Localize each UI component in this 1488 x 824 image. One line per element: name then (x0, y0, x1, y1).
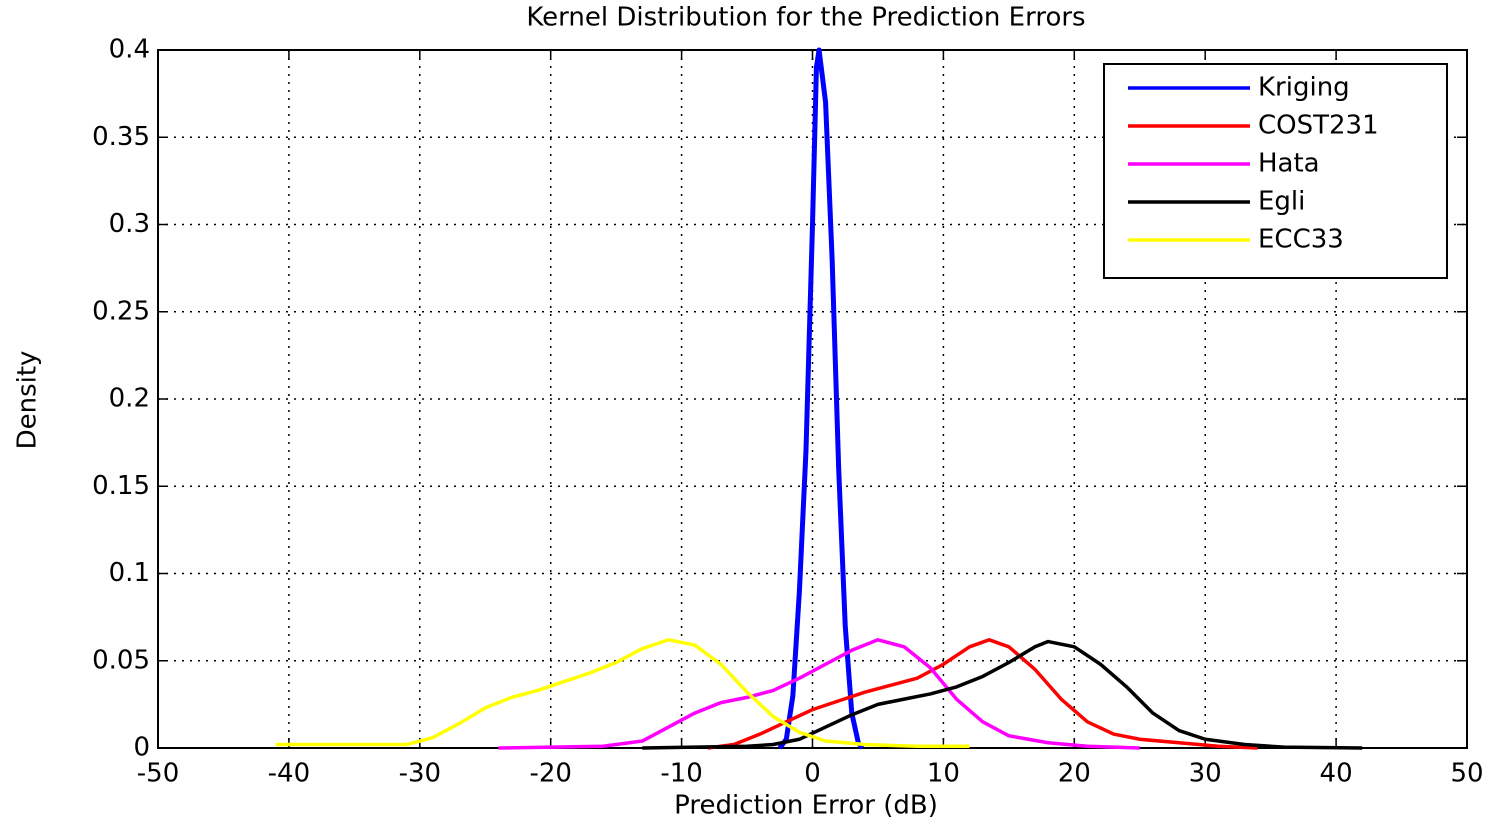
y-tick-label: 0.1 (109, 558, 150, 588)
y-tick-label: 0.35 (92, 122, 150, 152)
x-tick-label: -20 (529, 759, 571, 789)
x-tick-label: 20 (1058, 759, 1091, 789)
x-tick-label: 10 (927, 759, 960, 789)
data-line (275, 638, 970, 749)
x-tick-label: -10 (660, 759, 702, 789)
data-line (777, 47, 865, 750)
x-tick-label: 40 (1320, 759, 1353, 789)
x-tick-label: -40 (268, 759, 310, 789)
y-tick-label: 0.15 (92, 471, 150, 501)
x-tick-label: 30 (1189, 759, 1222, 789)
data-line (707, 638, 1258, 750)
y-tick-label: 0 (133, 733, 150, 763)
y-tick-label: 0.25 (92, 296, 150, 326)
x-tick-label: 0 (804, 759, 821, 789)
y-axis-label: Density (13, 351, 43, 450)
x-tick-label: -30 (399, 759, 441, 789)
legend-label: ECC33 (1258, 225, 1344, 255)
y-tick-label: 0.2 (109, 384, 150, 414)
legend-box (1103, 63, 1448, 279)
legend-label: Kriging (1258, 73, 1350, 103)
y-tick-label: 0.3 (109, 209, 150, 239)
legend-label: Hata (1258, 149, 1320, 179)
x-axis-label: Prediction Error (dB) (674, 791, 938, 821)
chart-title: Kernel Distribution for the Prediction E… (526, 3, 1085, 33)
y-tick-label: 0.4 (109, 35, 150, 65)
x-tick-label: -50 (137, 759, 179, 789)
plot-frame (157, 49, 1468, 749)
x-tick-label: 50 (1450, 759, 1483, 789)
y-tick-label: 0.05 (92, 645, 150, 675)
data-line (498, 638, 1140, 750)
legend-label: COST231 (1258, 111, 1379, 141)
legend-label: Egli (1258, 187, 1305, 217)
data-line (642, 639, 1363, 750)
